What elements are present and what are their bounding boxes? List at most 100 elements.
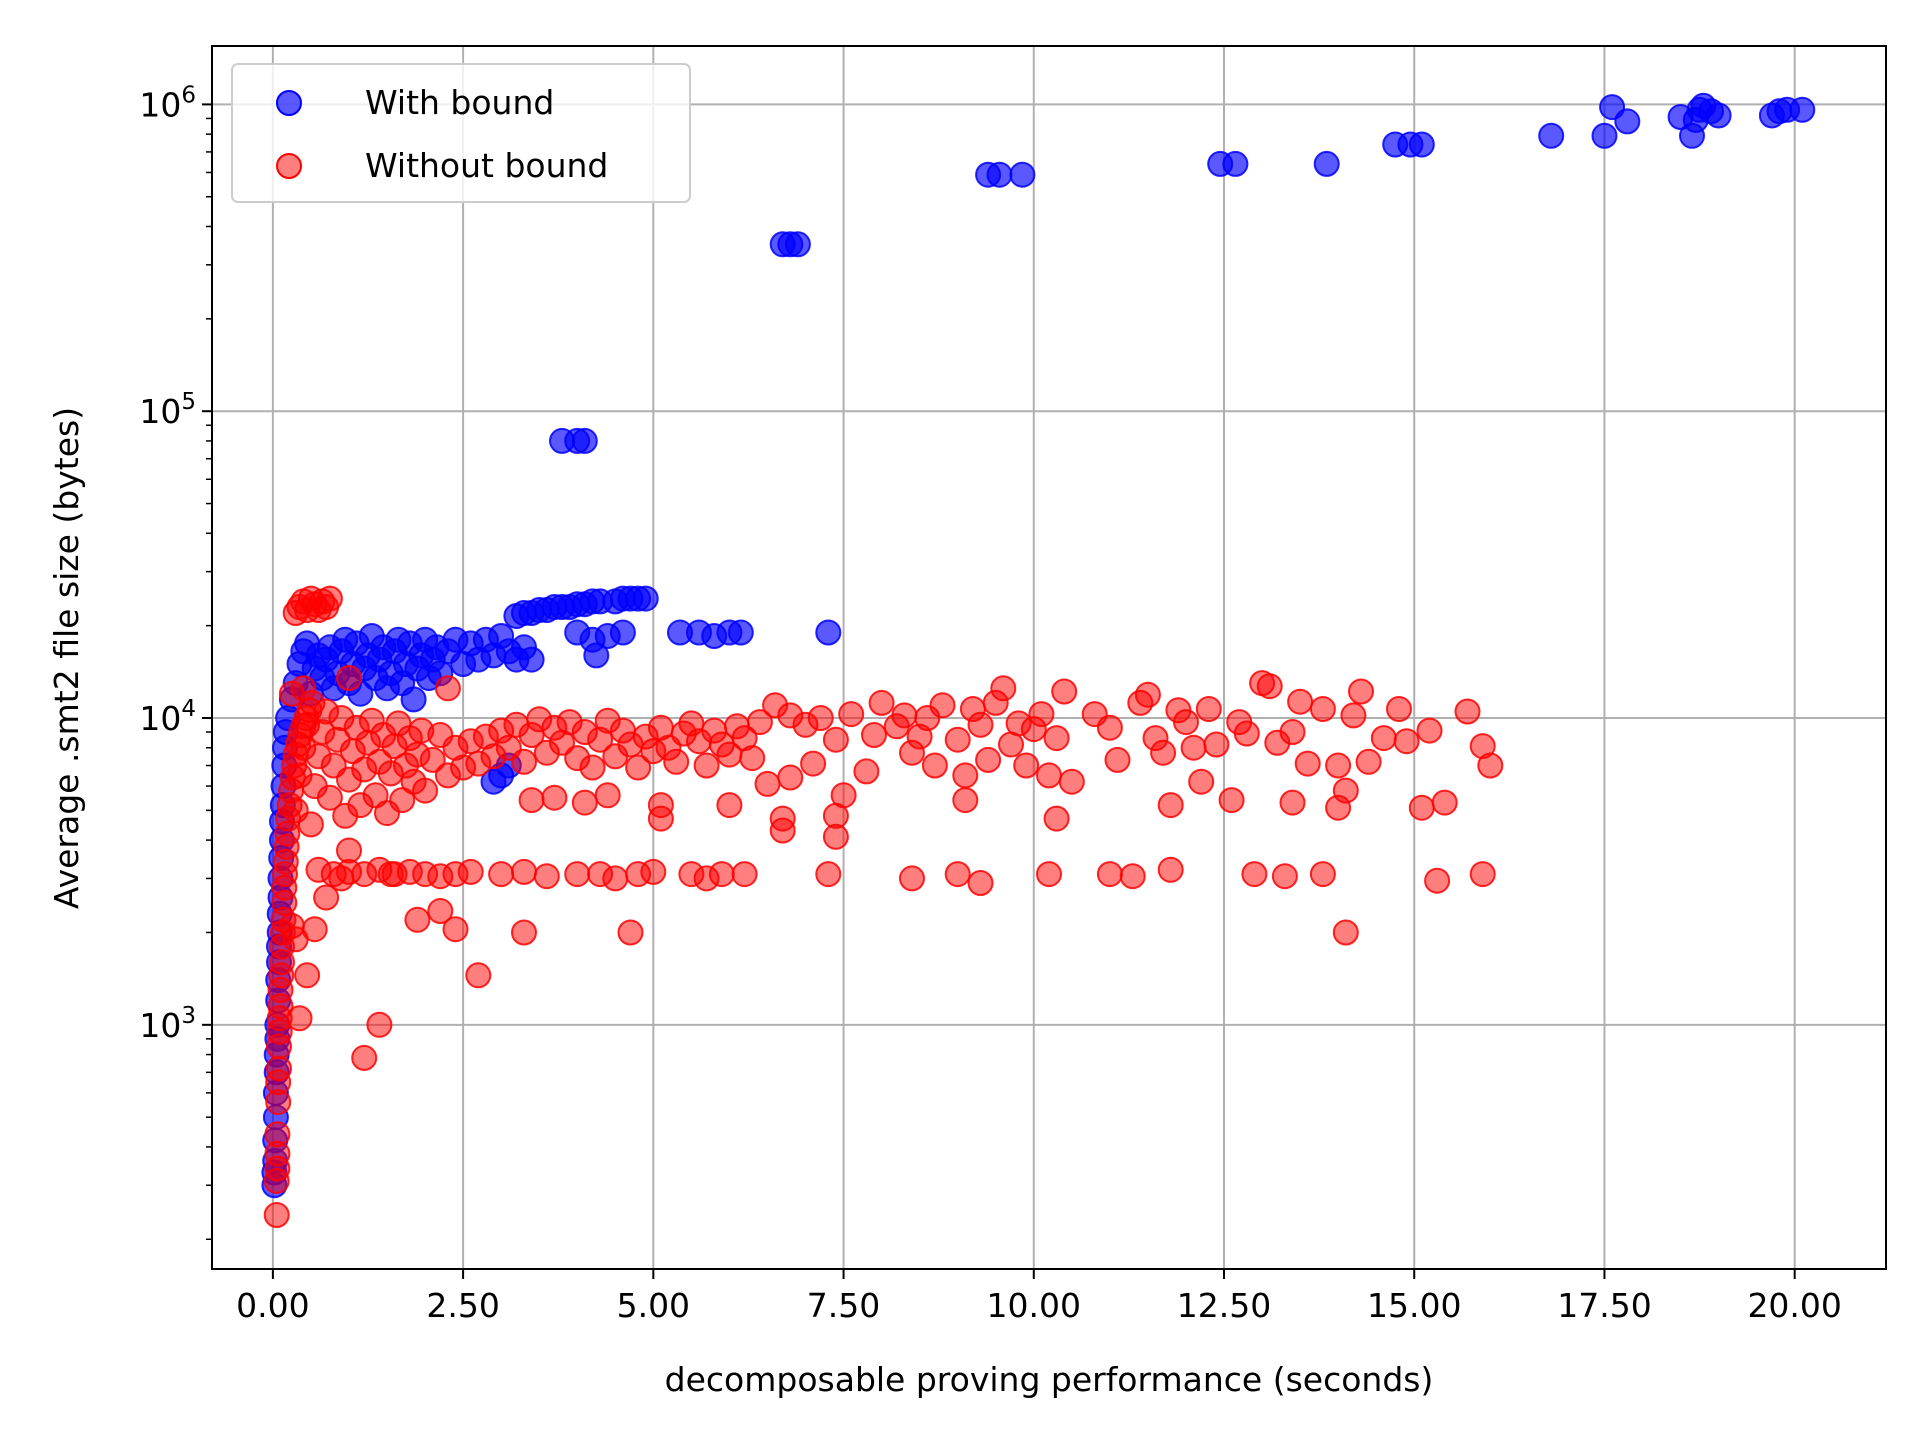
legend: With bound Without bound (231, 63, 691, 203)
data-point (316, 585, 343, 612)
data-point (822, 726, 849, 753)
data-point (290, 675, 317, 702)
data-point (571, 789, 598, 816)
data-point (746, 709, 773, 736)
x-tick-label: 17.50 (1557, 1286, 1651, 1325)
data-point (1051, 678, 1078, 705)
data-point (511, 748, 537, 775)
data-point (301, 916, 328, 943)
x-tick-label: 20.00 (1747, 1286, 1841, 1325)
legend-label-with-bound: With bound (365, 83, 554, 122)
data-point (511, 858, 537, 885)
data-point (990, 675, 1017, 702)
data-point (663, 748, 690, 775)
data-point (316, 784, 343, 811)
data-point (511, 919, 537, 946)
data-point (929, 692, 956, 719)
data-point (1279, 789, 1306, 816)
data-point (1028, 701, 1055, 728)
data-point (1119, 863, 1146, 890)
data-point (1454, 698, 1481, 725)
data-point (263, 1202, 290, 1228)
data-point (1013, 752, 1040, 779)
data-point (1173, 709, 1199, 736)
data-point (1180, 734, 1207, 761)
data-point (807, 705, 834, 731)
data-point (921, 752, 948, 779)
data-point (815, 861, 842, 888)
data-point (266, 1055, 292, 1082)
data-point (1233, 720, 1260, 747)
data-point (488, 861, 515, 888)
data-point (1705, 102, 1732, 129)
data-point (1009, 161, 1036, 188)
data-point (1241, 861, 1268, 888)
data-point (564, 861, 591, 888)
x-tick-label: 5.00 (617, 1286, 690, 1325)
data-point (716, 792, 743, 819)
x-tick-label: 15.00 (1367, 1286, 1461, 1325)
data-point (1036, 861, 1062, 888)
data-point (336, 665, 362, 691)
y-tick-exponent: 5 (181, 389, 196, 415)
y-tick-base: 10 (139, 699, 181, 738)
data-point (583, 642, 610, 669)
x-tick-label: 2.50 (426, 1286, 499, 1325)
data-point (518, 787, 545, 814)
y-tick-base: 10 (139, 1006, 181, 1045)
data-point (541, 784, 568, 811)
data-point (1309, 696, 1336, 722)
data-point (1134, 681, 1161, 708)
data-point (1043, 725, 1070, 752)
y-tick-label: 104 (139, 696, 196, 738)
data-point (1408, 131, 1435, 158)
data-point (1614, 108, 1641, 135)
data-point (389, 787, 416, 814)
data-point (1332, 919, 1359, 946)
data-point (400, 686, 427, 713)
data-point (457, 858, 484, 885)
data-point (412, 777, 439, 804)
data-point (1096, 861, 1123, 888)
data-point (594, 782, 621, 809)
x-tick-label: 0.00 (236, 1286, 309, 1325)
data-point (1294, 750, 1321, 777)
data-point (1469, 861, 1496, 888)
y-axis-label: Average .smt2 file size (bytes) (47, 407, 86, 909)
data-point (1370, 725, 1397, 752)
data-point (1408, 794, 1435, 821)
data-point (419, 746, 446, 773)
data-point (442, 916, 469, 943)
data-point (427, 898, 454, 924)
data-point (815, 619, 842, 646)
data-point (602, 865, 629, 892)
y-tick-label: 105 (139, 389, 196, 431)
data-point (861, 722, 887, 748)
data-point (727, 619, 754, 646)
data-point (640, 858, 667, 885)
y-tick-exponent: 4 (181, 696, 196, 722)
y-tick-label: 103 (139, 1003, 196, 1045)
data-point (1195, 696, 1222, 722)
data-point (967, 711, 994, 738)
data-point (286, 1005, 313, 1032)
data-point (351, 1044, 378, 1071)
y-tick-exponent: 6 (181, 82, 196, 108)
data-points (261, 92, 1816, 1228)
data-point (1325, 794, 1352, 821)
data-point (777, 764, 804, 791)
data-point (1279, 719, 1306, 745)
legend-marker-without-bound (276, 153, 302, 179)
data-point (952, 762, 979, 789)
data-point (609, 619, 636, 646)
data-point (975, 746, 1002, 773)
data-point (1416, 717, 1443, 744)
data-point (632, 585, 659, 612)
legend-box (231, 63, 691, 203)
data-point (1104, 746, 1131, 773)
data-point (800, 750, 827, 777)
data-point (1203, 731, 1230, 758)
data-point (1424, 867, 1451, 894)
